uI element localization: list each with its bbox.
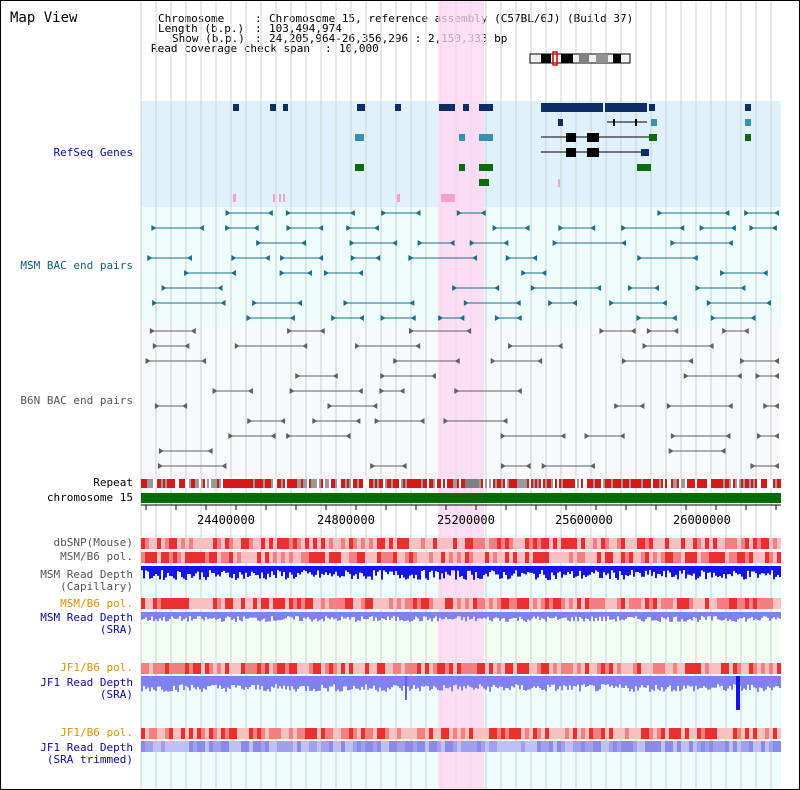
track-label-dbsnp: dbSNP(Mouse) — [53, 536, 133, 549]
track-label-msm-depth-sra-1: MSM Read Depth — [40, 611, 133, 624]
chromosome-bar — [141, 493, 781, 503]
repeat-track — [141, 479, 781, 488]
track-label-refseq: RefSeq Genes — [53, 146, 133, 159]
track-label-jf1-b6-pol-2: JF1/B6 pol. — [60, 726, 133, 739]
polymorphism-heat-strips — [141, 538, 781, 752]
track-label-msm-b6-pol-1: MSM/B6 pol. — [60, 550, 133, 563]
read-depth-tracks — [141, 566, 781, 710]
axis-tick-label: 26000000 — [673, 513, 731, 527]
coverage-sep: : — [325, 42, 332, 55]
track-label-msm-depth-sra-2: (SRA) — [99, 623, 133, 636]
track-label-msm-bac: MSM BAC end pairs — [20, 259, 133, 272]
selected-region-highlight[interactable] — [438, 1, 484, 789]
track-label-msm-depth-capillary-1: MSM Read Depth — [40, 568, 133, 581]
b6n-bac-end-pairs[interactable] — [145, 328, 779, 469]
length-sep: : — [255, 22, 262, 35]
axis-tick-label: 24800000 — [317, 513, 375, 527]
refseq-genes[interactable] — [233, 103, 751, 202]
chromosome-ideogram[interactable] — [529, 51, 631, 66]
track-label-jf1-b6-pol-1: JF1/B6 pol. — [60, 661, 133, 674]
axis-ticks — [145, 505, 777, 510]
show-key: Show (b.p.) — [172, 32, 245, 45]
track-label-msm-depth-capillary-2: (Capillary) — [60, 580, 133, 593]
length-value: 103,494,974 — [269, 22, 342, 35]
track-label-jf1-depth-trim-1: JF1 Read Depth — [40, 741, 133, 754]
coverage-value: 10,000 — [339, 42, 379, 55]
show-sep: : — [255, 32, 262, 45]
view-title: Map View — [10, 10, 78, 26]
chromosome-sep: : — [255, 12, 262, 25]
axis-tick-label: 25200000 — [437, 513, 495, 527]
chromosome-key: Chromosome — [158, 12, 225, 25]
track-label-jf1-depth-sra-1: JF1 Read Depth — [40, 676, 133, 689]
axis-tick-label: 25600000 — [555, 513, 613, 527]
track-label-msm-b6-pol-2: MSM/B6 pol. — [60, 597, 133, 610]
msm-bac-end-pairs[interactable] — [147, 210, 779, 321]
length-key: Length (b.p.) — [158, 22, 245, 35]
axis-tick-label: 24400000 — [197, 513, 255, 527]
track-label-repeat: Repeat — [93, 476, 133, 489]
track-label-b6n-bac: B6N BAC end pairs — [20, 394, 133, 407]
track-label-chromosome: chromosome 15 — [46, 491, 133, 504]
ideogram-position-marker — [552, 51, 558, 66]
track-label-jf1-depth-trim-2: (SRA trimmed) — [46, 753, 133, 766]
track-label-jf1-depth-sra-2: (SRA) — [99, 688, 133, 701]
